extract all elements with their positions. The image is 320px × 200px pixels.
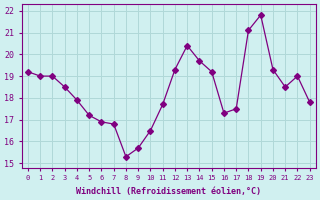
X-axis label: Windchill (Refroidissement éolien,°C): Windchill (Refroidissement éolien,°C) (76, 187, 261, 196)
